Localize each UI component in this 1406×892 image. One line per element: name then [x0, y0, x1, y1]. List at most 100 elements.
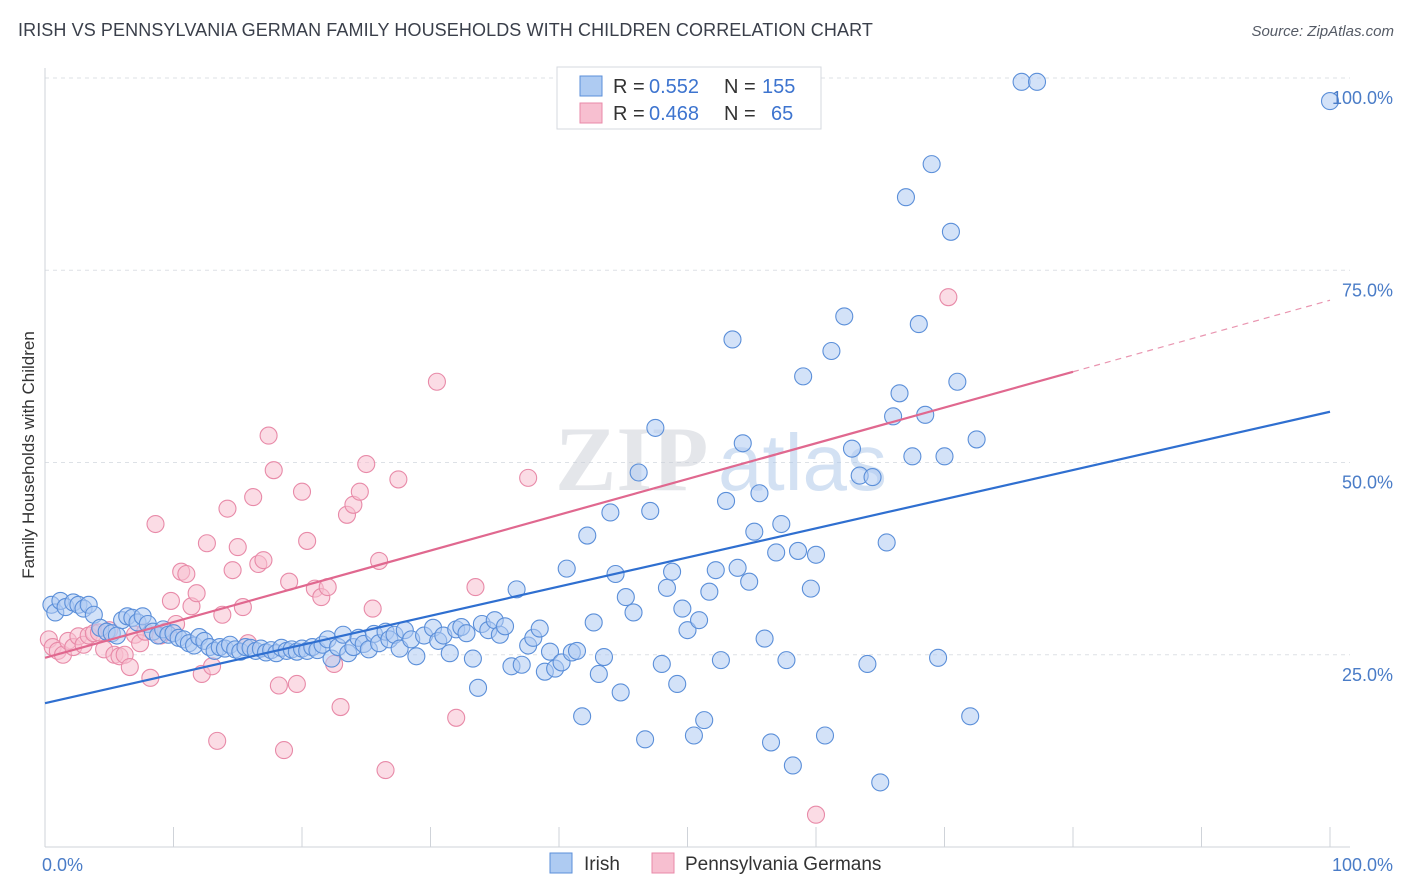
irish-point [652, 654, 671, 674]
x-tick-label: 0.0% [42, 855, 83, 875]
irish-point [922, 155, 941, 174]
pg-point [187, 584, 206, 603]
stats-box: R = 0.552 N = 155 R = 0.468 N = 65 [556, 66, 822, 130]
irish-point [794, 367, 813, 386]
irish-point [788, 541, 808, 560]
irish-point [961, 707, 980, 726]
pg-point [218, 499, 237, 518]
irish-point [941, 222, 960, 241]
stats-pg-n-label: N = [724, 103, 756, 125]
irish-point [745, 522, 764, 541]
stats-pg-swatch [579, 102, 603, 124]
pg-point [331, 697, 350, 717]
pg-point [298, 531, 317, 550]
pg-point [363, 599, 382, 618]
irish-point [896, 188, 916, 207]
irish-point [457, 624, 476, 643]
stats-irish-n-label: N = [724, 76, 756, 98]
irish-point [723, 330, 742, 349]
stats-irish-swatch [579, 75, 603, 97]
irish-point [495, 617, 515, 636]
stats-irish-r-value: 0.552 [649, 76, 699, 98]
pg-point [269, 676, 288, 695]
irish-point [815, 726, 835, 745]
irish-point [636, 730, 655, 749]
pg-point [466, 578, 485, 597]
pg-point [208, 731, 227, 750]
y-tick-label: 25.0% [1342, 665, 1393, 685]
irish-point [728, 558, 747, 577]
irish-point [601, 503, 620, 522]
pg-point [120, 658, 139, 677]
stats-pg-n-value: 65 [771, 103, 793, 125]
irish-point [877, 533, 896, 552]
irish-point [584, 613, 603, 632]
irish-point [903, 447, 922, 466]
y-tick-label: 75.0% [1342, 280, 1393, 300]
pg-point [244, 488, 263, 507]
irish-point [783, 756, 802, 775]
irish-point [772, 514, 791, 534]
irish-point [835, 307, 854, 326]
pg-point [254, 551, 273, 570]
irish-point [594, 648, 614, 667]
pg-point [161, 591, 180, 610]
axes [44, 68, 1350, 848]
irish-point [858, 654, 877, 674]
irish-point [740, 572, 759, 591]
pg-point [287, 674, 306, 694]
irish-point [573, 707, 592, 726]
irish-point [663, 562, 682, 581]
y-tick-label: 100.0% [1332, 88, 1393, 108]
irish-points [42, 72, 1340, 792]
irish-point [750, 484, 769, 503]
legend-irish-label: Irish [584, 854, 620, 875]
pg-point [197, 534, 216, 553]
irish-point [507, 580, 526, 599]
x-tick-label: 100.0% [1332, 855, 1393, 875]
trend-lines [44, 299, 1331, 705]
irish-point [801, 579, 820, 598]
pg-point [389, 470, 408, 489]
irish-point [530, 619, 549, 638]
tick-labels: 25.0% 50.0% 75.0% 100.0% 0.0% 100.0% [42, 88, 1393, 875]
pg-point [264, 461, 283, 480]
irish-point [1012, 72, 1031, 91]
irish-point [863, 468, 882, 487]
pg-point [228, 538, 247, 557]
irish-point [440, 644, 459, 663]
irish-point [690, 611, 709, 630]
pg-point [350, 482, 369, 501]
pg-point [939, 288, 958, 307]
legend-irish-swatch [549, 852, 573, 874]
irish-point [678, 621, 697, 640]
irish-point [777, 651, 796, 670]
legend: Irish Pennsylvania Germans [549, 852, 881, 875]
irish-point [646, 418, 665, 437]
irish-point [806, 545, 826, 564]
irish-point [616, 588, 635, 607]
pg-point [427, 372, 446, 391]
irish-point [700, 582, 719, 601]
irish-point [706, 561, 725, 580]
pg-point [292, 482, 312, 501]
irish-point [673, 599, 692, 618]
watermark: ZIP atlas [555, 408, 887, 510]
pg-point [223, 561, 242, 580]
irish-point [463, 649, 482, 668]
irish-point [624, 603, 643, 622]
irish-point [557, 559, 576, 578]
irish-point [1027, 72, 1047, 91]
irish-point [716, 491, 736, 511]
irish-point [540, 642, 560, 661]
pg-point [177, 564, 196, 584]
pg-point [376, 761, 395, 780]
irish-point [929, 648, 948, 667]
irish-point [657, 578, 676, 597]
irish-point [767, 543, 786, 562]
irish-point [711, 651, 730, 670]
irish-point [589, 664, 608, 684]
irish-point [935, 447, 954, 466]
irish-point [909, 315, 928, 334]
